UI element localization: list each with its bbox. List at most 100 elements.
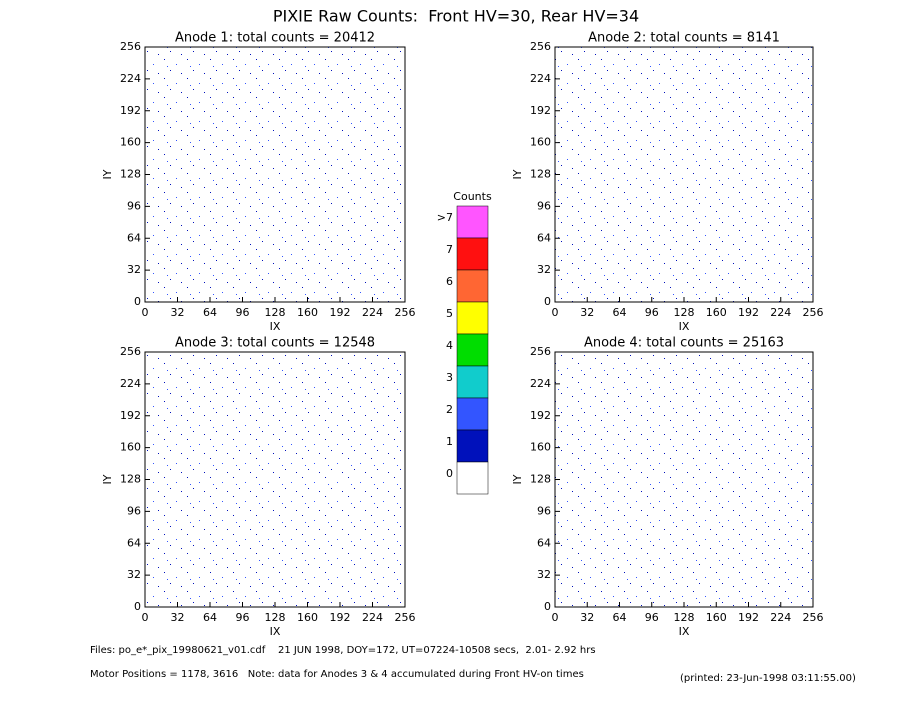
y-tick-label: 224: [530, 377, 551, 390]
y-tick-label: 160: [530, 441, 551, 454]
x-tick-label: 0: [552, 306, 559, 319]
colorbar-cell: [456, 461, 489, 495]
x-tick-label: 160: [706, 611, 727, 624]
colorbar-label: >7: [437, 211, 453, 224]
y-tick-label: 96: [537, 199, 551, 212]
x-tick-label: 224: [362, 306, 383, 319]
y-tick-label: 64: [127, 231, 141, 244]
panel-title: Anode 4: total counts = 25163: [584, 336, 784, 351]
x-tick-label: 160: [297, 306, 318, 319]
x-tick-label: 256: [803, 611, 824, 624]
y-axis-label: IY: [511, 474, 524, 484]
y-tick-label: 192: [530, 104, 551, 117]
colorbar-label: 0: [446, 467, 453, 480]
y-axis-label: IY: [511, 169, 524, 179]
y-tick-label: 192: [530, 409, 551, 422]
x-axis-label: IX: [270, 320, 281, 333]
y-tick-label: 192: [120, 104, 141, 117]
x-tick-label: 128: [674, 611, 695, 624]
y-tick-label: 32: [127, 263, 141, 276]
y-tick-label: 96: [537, 504, 551, 517]
y-tick-label: 0: [134, 600, 141, 613]
y-tick-label: 256: [120, 345, 141, 358]
colorbar-cell: [456, 301, 489, 335]
x-tick-label: 96: [645, 306, 659, 319]
colorbar-cell: [456, 269, 489, 303]
x-tick-label: 128: [265, 611, 286, 624]
x-tick-label: 128: [265, 306, 286, 319]
x-axis-label: IX: [679, 320, 690, 333]
x-tick-label: 64: [203, 306, 217, 319]
footer-line: Files: po_e*_pix_19980621_v01.cdf 21 JUN…: [90, 645, 596, 656]
plot-area: [554, 351, 814, 608]
y-axis-label: IY: [101, 169, 114, 179]
y-tick-label: 64: [537, 231, 551, 244]
x-tick-label: 192: [330, 611, 351, 624]
plot-area: [144, 351, 406, 608]
panel-title: Anode 2: total counts = 8141: [588, 31, 780, 46]
footer-line: Motor Positions = 1178, 3616 Note: data …: [90, 669, 584, 680]
colorbar-cell: [456, 205, 489, 239]
x-tick-label: 0: [142, 306, 149, 319]
y-tick-label: 64: [127, 536, 141, 549]
x-tick-label: 256: [803, 306, 824, 319]
y-tick-label: 160: [120, 441, 141, 454]
y-tick-label: 0: [134, 295, 141, 308]
colorbar-label: 4: [446, 339, 453, 352]
printed-date: (printed: 23-Jun-1998 03:11:55.00): [680, 673, 856, 684]
panel-title: Anode 1: total counts = 20412: [175, 31, 375, 46]
colorbar-cell: [456, 237, 489, 271]
x-tick-label: 192: [738, 611, 759, 624]
colorbar-cell: [456, 365, 489, 399]
colorbar-label: 3: [446, 371, 453, 384]
x-tick-label: 64: [613, 611, 627, 624]
x-tick-label: 96: [236, 306, 250, 319]
x-tick-label: 96: [236, 611, 250, 624]
x-tick-label: 192: [738, 306, 759, 319]
y-tick-label: 224: [120, 72, 141, 85]
chart-title: PIXIE Raw Counts: Front HV=30, Rear HV=3…: [273, 7, 639, 26]
colorbar-label: 1: [446, 435, 453, 448]
y-tick-label: 128: [530, 473, 551, 486]
colorbar-title: Counts: [453, 190, 492, 203]
x-tick-label: 160: [706, 306, 727, 319]
y-axis-label: IY: [101, 474, 114, 484]
y-tick-label: 32: [537, 568, 551, 581]
x-tick-label: 0: [142, 611, 149, 624]
x-tick-label: 32: [171, 306, 185, 319]
plot-area: [554, 46, 814, 303]
x-tick-label: 128: [674, 306, 695, 319]
y-tick-label: 32: [537, 263, 551, 276]
plot-area: [144, 46, 406, 303]
panel-title: Anode 3: total counts = 12548: [175, 336, 375, 351]
x-tick-label: 160: [297, 611, 318, 624]
x-tick-label: 224: [770, 306, 791, 319]
y-tick-label: 160: [120, 136, 141, 149]
y-tick-label: 96: [127, 199, 141, 212]
colorbar-label: 2: [446, 403, 453, 416]
y-tick-label: 192: [120, 409, 141, 422]
colorbar-cell: [456, 397, 489, 431]
x-tick-label: 256: [395, 306, 416, 319]
y-tick-label: 128: [120, 473, 141, 486]
x-tick-label: 192: [330, 306, 351, 319]
x-axis-label: IX: [270, 625, 281, 638]
x-axis-label: IX: [679, 625, 690, 638]
x-tick-label: 96: [645, 611, 659, 624]
y-tick-label: 32: [127, 568, 141, 581]
colorbar-label: 7: [446, 243, 453, 256]
y-tick-label: 0: [544, 295, 551, 308]
colorbar-label: 6: [446, 275, 453, 288]
colorbar-cell: [456, 429, 489, 463]
x-tick-label: 224: [362, 611, 383, 624]
colorbar-label: 5: [446, 307, 453, 320]
colorbar-cell: [456, 333, 489, 367]
y-tick-label: 256: [530, 345, 551, 358]
x-tick-label: 32: [580, 611, 594, 624]
x-tick-label: 224: [770, 611, 791, 624]
y-tick-label: 256: [120, 40, 141, 53]
x-tick-label: 64: [613, 306, 627, 319]
x-tick-label: 256: [395, 611, 416, 624]
y-tick-label: 64: [537, 536, 551, 549]
